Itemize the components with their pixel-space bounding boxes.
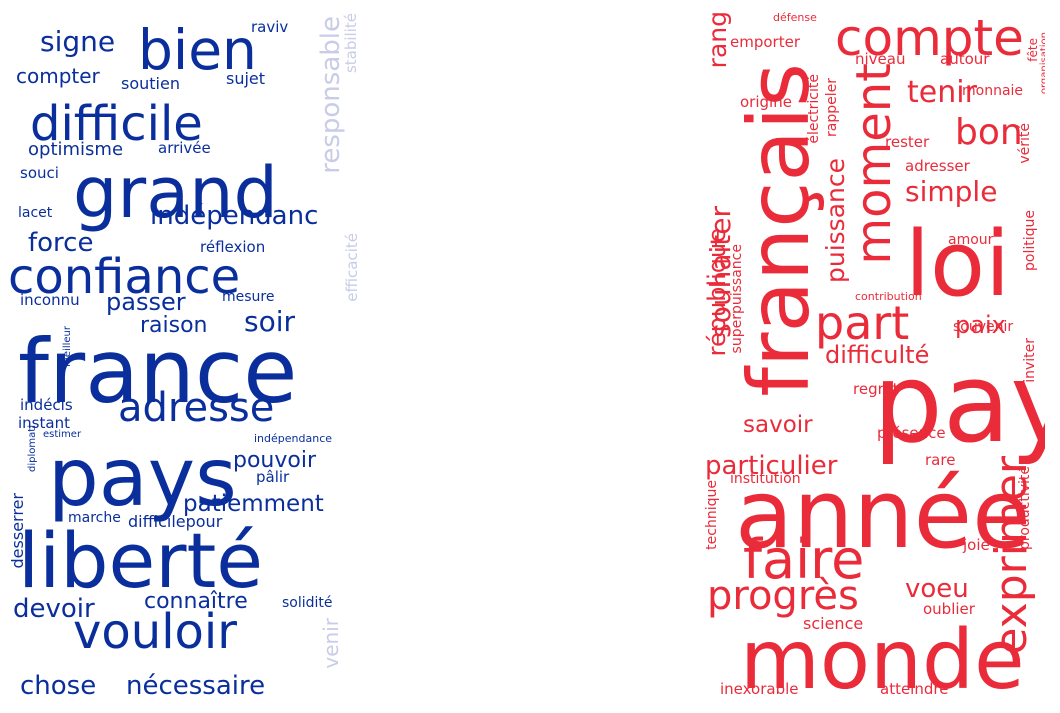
right-cloud-word: progrès bbox=[707, 573, 859, 619]
left-cloud-word: signe bbox=[40, 25, 116, 58]
right-word-cloud: pay année monde français loi compte faire momen… bbox=[705, 8, 1045, 708]
right-cloud-word: paix bbox=[955, 311, 1006, 339]
left-cloud-word: soir bbox=[244, 305, 296, 338]
left-cloud-word: force bbox=[28, 228, 94, 258]
right-cloud-word: autour bbox=[940, 50, 990, 68]
right-cloud-word: bon bbox=[955, 112, 1023, 153]
left-cloud-word: optimisme bbox=[28, 139, 124, 160]
left-cloud-word: passer bbox=[106, 288, 186, 316]
left-cloud-word: devoir bbox=[13, 594, 95, 624]
left-cloud-word: difficilepour bbox=[128, 512, 223, 531]
right-cloud-word: rang bbox=[705, 11, 732, 69]
right-cloud-word: regret bbox=[853, 380, 899, 398]
right-cloud-word: fête bbox=[1026, 38, 1040, 62]
left-cloud-word: grand bbox=[73, 152, 278, 234]
left-cloud-word: patiemment bbox=[183, 491, 324, 517]
right-cloud-word: difficulté bbox=[825, 341, 930, 369]
left-cloud-word: bien bbox=[138, 18, 257, 82]
right-cloud-word: joie bbox=[963, 536, 990, 554]
right-cloud-word: organisation bbox=[1039, 32, 1045, 95]
right-cloud-word: souvenir bbox=[953, 319, 1014, 335]
left-cloud-word: nécessaire bbox=[126, 671, 266, 701]
right-cloud-word: amour bbox=[948, 232, 994, 248]
left-cloud-word: soutien bbox=[121, 74, 180, 93]
left-cloud-word: adresse bbox=[118, 385, 275, 431]
left-cloud-word: indépendanc bbox=[150, 201, 319, 231]
left-cloud-word: france bbox=[18, 320, 298, 423]
left-cloud-word: solidité bbox=[282, 595, 333, 611]
left-cloud-word: estimer bbox=[43, 429, 82, 440]
right-cloud-word: monnaie bbox=[962, 83, 1024, 99]
right-cloud-word: loi bbox=[905, 212, 1011, 317]
right-cloud-word: année bbox=[735, 460, 1031, 570]
left-cloud-word: souci bbox=[20, 164, 59, 182]
left-cloud-word: compter bbox=[16, 64, 100, 88]
left-cloud-word: stabilité bbox=[342, 13, 360, 74]
right-cloud-word: politique bbox=[1022, 210, 1038, 271]
right-cloud-word: moment bbox=[846, 63, 902, 265]
left-cloud-word: responsable bbox=[316, 16, 346, 174]
right-cloud-word: inexorable bbox=[720, 680, 799, 698]
left-cloud-word: diplomati bbox=[27, 425, 38, 472]
left-cloud-word: raison bbox=[140, 313, 208, 338]
left-cloud-word: efficacité bbox=[343, 233, 361, 302]
left-cloud-word: instant bbox=[18, 414, 70, 432]
left-cloud-word: desserrer bbox=[8, 493, 27, 569]
right-cloud-word: contribution bbox=[855, 290, 922, 303]
left-cloud-word: difficile bbox=[30, 96, 203, 152]
right-cloud-word: oublier bbox=[923, 600, 975, 618]
right-cloud-word: électricité bbox=[806, 74, 822, 144]
right-cloud-word: faire bbox=[743, 528, 865, 591]
left-cloud-word: liberté bbox=[18, 516, 264, 605]
left-cloud-word: marche bbox=[68, 510, 121, 526]
right-cloud-word: présence bbox=[877, 424, 946, 442]
right-cloud-word: rare bbox=[925, 451, 956, 469]
right-cloud-word: emporter bbox=[730, 33, 800, 51]
right-cloud-word: voeu bbox=[905, 574, 969, 604]
right-cloud-word: science bbox=[803, 614, 864, 633]
right-cloud-word: rappeler bbox=[824, 78, 840, 137]
left-cloud-word: mesure bbox=[222, 289, 275, 305]
left-cloud-word: raviv bbox=[251, 18, 289, 36]
right-cloud-word: simple bbox=[905, 175, 998, 208]
left-cloud-word: connaître bbox=[144, 589, 248, 614]
right-cloud-word: république bbox=[705, 228, 731, 357]
right-cloud-word: atteindre bbox=[880, 680, 949, 698]
left-cloud-word: pouvoir bbox=[233, 448, 317, 473]
left-cloud-word: indépendance bbox=[254, 432, 333, 445]
left-cloud-word: pays bbox=[48, 431, 237, 524]
right-cloud-word: particulier bbox=[705, 451, 838, 481]
right-cloud-word: pay bbox=[873, 339, 1045, 467]
right-cloud-word: institution bbox=[730, 471, 801, 487]
right-cloud-word: rester bbox=[885, 133, 930, 151]
right-cloud-word: niveau bbox=[855, 50, 906, 68]
left-word-cloud: france pays liberté grand confiance bien diffi… bbox=[8, 8, 370, 708]
right-cloud-word: compte bbox=[835, 9, 1024, 67]
right-cloud-word: monde bbox=[740, 613, 1025, 708]
left-cloud-word: lacet bbox=[18, 205, 53, 221]
right-cloud-word: inviter bbox=[1022, 338, 1038, 383]
left-cloud-word: vouloir bbox=[73, 604, 237, 660]
right-cloud-word: tenir bbox=[907, 75, 977, 110]
right-cloud-word: vérité bbox=[1017, 123, 1033, 164]
left-cloud-word: venir bbox=[319, 618, 343, 669]
left-cloud-word: pâlir bbox=[256, 468, 290, 486]
left-cloud-word: chose bbox=[20, 671, 97, 701]
right-cloud-word: puissance bbox=[821, 158, 850, 283]
right-cloud-word: savoir bbox=[743, 412, 813, 438]
left-cloud-word: indécis bbox=[20, 396, 73, 414]
right-cloud-word: technique bbox=[705, 480, 720, 550]
right-cloud-word: productivité bbox=[1017, 466, 1033, 551]
right-cloud-word: défense bbox=[773, 11, 817, 24]
left-cloud-word: confiance bbox=[8, 249, 241, 305]
left-cloud-word: sujet bbox=[226, 69, 266, 88]
right-cloud-word: adresser bbox=[905, 157, 970, 175]
right-cloud-word: superpuissance bbox=[729, 244, 745, 354]
left-cloud-word: meilleur bbox=[62, 326, 73, 367]
left-cloud-word: réflexion bbox=[200, 238, 266, 256]
right-cloud-word: origine bbox=[740, 93, 792, 111]
left-cloud-word: arrivée bbox=[158, 139, 211, 157]
right-cloud-word: part bbox=[815, 296, 910, 350]
left-cloud-word: inconnu bbox=[20, 291, 80, 309]
